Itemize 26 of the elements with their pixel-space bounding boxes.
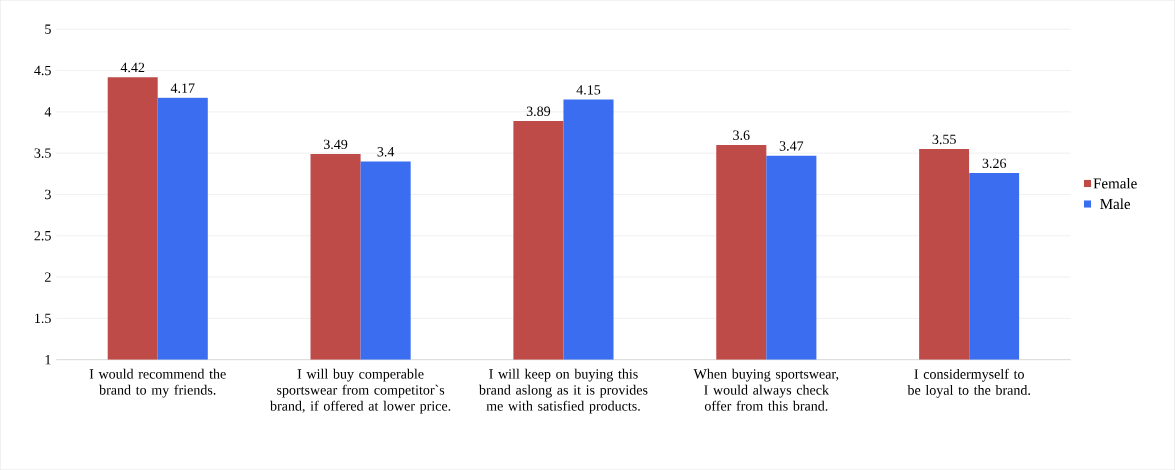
x-tick-label: I would recommend the brand to my friends. [89,368,226,398]
data-label: 3.49 [323,139,348,150]
y-tick-label: 4 [44,107,52,117]
data-label: 3.55 [932,134,956,145]
data-label: 4.17 [170,83,195,93]
y-tick-label: 1 [45,355,51,365]
data-label: 4.15 [576,85,601,95]
x-tick-label: When buying sportswear, I would always check offer from this brand. [693,368,839,411]
y-tick-label: 5 [45,24,51,34]
data-label: 3.89 [526,106,551,117]
data-label: 3.4 [377,147,395,157]
legend-label: Male [1100,198,1131,210]
y-tick-label: 2 [45,272,51,282]
x-tick-label: I will buy comperable sportswear from competitor`s brand, if offered at lower price. [270,368,451,414]
data-label: 4.42 [120,62,145,73]
data-label: 3.26 [982,158,1007,169]
y-tick-label: 3.5 [34,148,51,158]
x-tick-label: I considermyself to be loyal to the brand. [907,368,1030,398]
y-tick-label: 3 [45,189,51,200]
y-tick-label: 1.5 [35,313,51,324]
legend-label: Female [1093,177,1137,189]
x-tick-label: I will keep on buying this brand aslong as it is provides me with satisfied products. [478,368,648,414]
data-label: 3.6 [733,130,750,141]
y-tick-label: 4.5 [34,65,51,76]
data-label: 3.47 [779,141,804,151]
y-tick-label: 2.5 [34,231,51,241]
